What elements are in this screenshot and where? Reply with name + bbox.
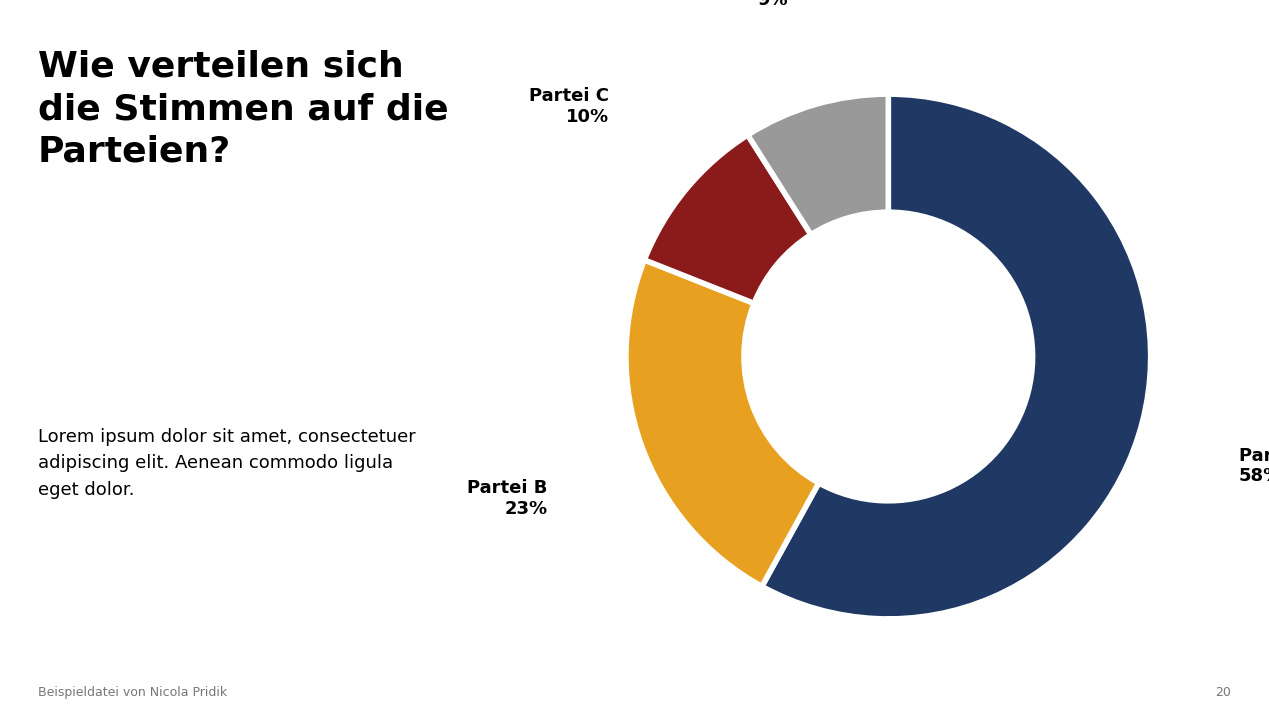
Wedge shape [761, 94, 1151, 619]
Text: Beispieldatei von Nicola Pridik: Beispieldatei von Nicola Pridik [38, 686, 227, 699]
Text: Partei B
23%: Partei B 23% [467, 479, 548, 518]
Text: Wie verteilen sich
die Stimmen auf die
Parteien?: Wie verteilen sich die Stimmen auf die P… [38, 50, 449, 168]
Wedge shape [626, 260, 819, 586]
Wedge shape [645, 135, 811, 303]
Text: Lorem ipsum dolor sit amet, consectetuer
adipiscing elit. Aenean commodo ligula
: Lorem ipsum dolor sit amet, consectetuer… [38, 428, 416, 498]
Text: Partei A
58%: Partei A 58% [1239, 446, 1269, 486]
Text: 20: 20 [1214, 686, 1231, 699]
Text: Partei D
9%: Partei D 9% [706, 0, 787, 9]
Wedge shape [747, 94, 888, 235]
Text: Partei C
10%: Partei C 10% [529, 87, 609, 125]
